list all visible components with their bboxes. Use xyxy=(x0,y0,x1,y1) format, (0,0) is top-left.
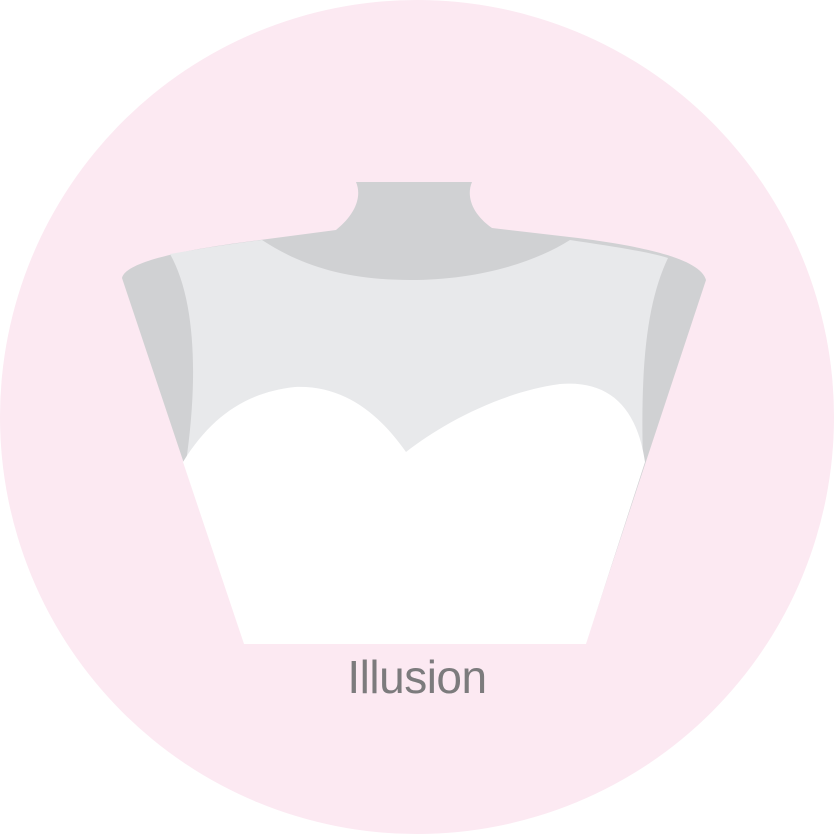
sweetheart-bodice xyxy=(183,383,645,644)
neckline-label: Illusion xyxy=(347,651,487,703)
